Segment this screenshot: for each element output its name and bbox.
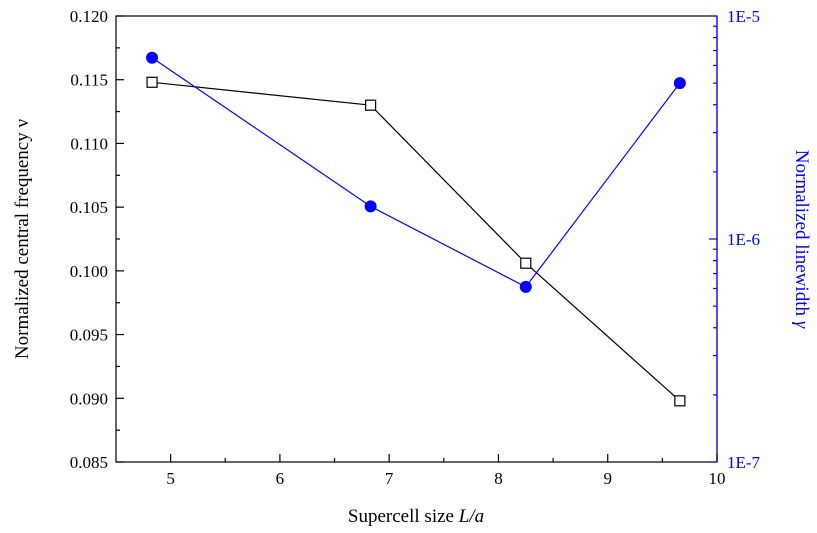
linewidth-point <box>146 51 159 64</box>
frequency-point <box>520 257 532 269</box>
x-tick-label: 5 <box>166 469 175 488</box>
frequency-point <box>146 76 158 88</box>
right-y-axis-ticks: 1E-7 1E-6 1E-5 <box>709 7 761 472</box>
linewidth-series-line <box>151 57 681 288</box>
left-y-tick-label: 0.085 <box>70 453 108 472</box>
series-lines <box>151 57 681 402</box>
series-markers <box>146 51 686 407</box>
linewidth-point <box>673 77 686 90</box>
x-tick-label: 7 <box>385 469 394 488</box>
plot-frame <box>115 15 718 463</box>
left-y-tick-label: 0.120 <box>70 7 108 26</box>
x-tick-label: 9 <box>603 469 612 488</box>
x-tick-label: 6 <box>276 469 285 488</box>
left-y-tick-label: 0.110 <box>70 134 108 153</box>
frequency-point <box>674 395 686 407</box>
left-y-tick-label: 0.095 <box>70 326 108 345</box>
left-y-axis-title: Normalized central frequency ν <box>12 119 33 360</box>
left-y-tick-label: 0.100 <box>70 262 108 281</box>
x-tick-label: 10 <box>709 469 726 488</box>
linewidth-point <box>364 200 377 213</box>
right-y-tick-label: 1E-7 <box>727 453 761 472</box>
right-y-axis-title: Normalized linewidth γ <box>791 150 812 329</box>
left-y-tick-label: 0.115 <box>70 71 108 90</box>
linewidth-point <box>519 280 532 293</box>
right-y-tick-label: 1E-6 <box>727 230 760 249</box>
x-axis-ticks: 5 6 7 8 9 10 <box>166 454 726 488</box>
x-tick-label: 8 <box>494 469 503 488</box>
right-y-tick-label: 1E-5 <box>727 7 760 26</box>
left-y-tick-label: 0.105 <box>70 198 108 217</box>
left-y-axis-ticks: 0.085 0.090 0.095 0.100 0.105 0.110 0.115 0.120 <box>70 7 124 472</box>
left-y-tick-label: 0.090 <box>70 389 108 408</box>
frequency-point <box>365 99 377 111</box>
x-axis-title: Supercell size L/a <box>348 506 484 527</box>
frequency-series-line <box>152 81 681 402</box>
